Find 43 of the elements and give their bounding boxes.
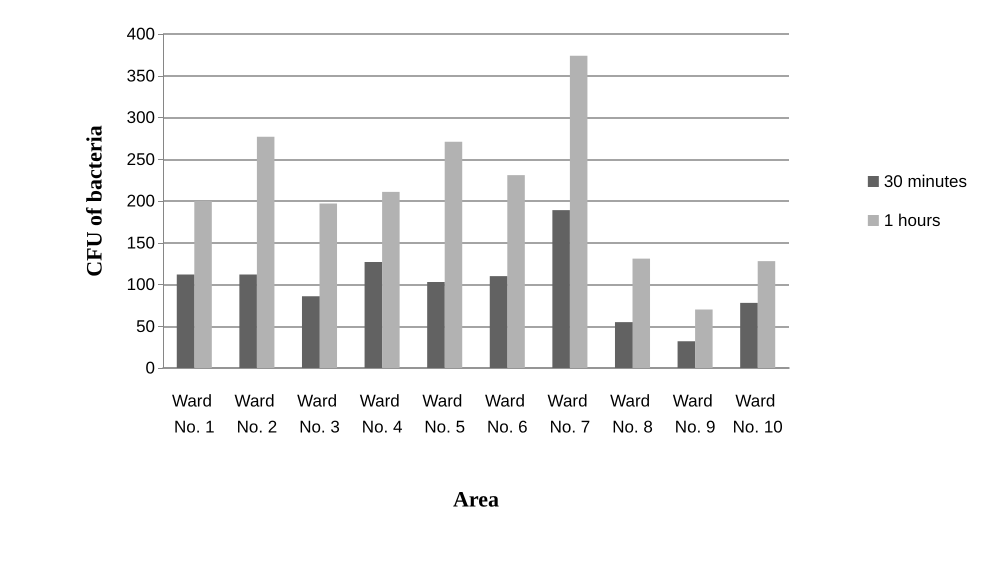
y-tick-label: 250 [126, 150, 155, 169]
x-tick-label: Ward No. 2 [234, 392, 280, 436]
y-tick-label: 50 [136, 316, 155, 336]
y-tick-label: 150 [126, 233, 155, 252]
bar [678, 341, 696, 368]
bar [632, 258, 650, 368]
bar [320, 204, 338, 368]
x-tick-label: Ward No. 4 [360, 392, 404, 436]
bar [176, 274, 194, 368]
x-tick-label: Ward No. 6 [484, 392, 530, 436]
legend-label: 1 hours [884, 211, 941, 230]
y-tick-label: 300 [126, 108, 155, 127]
x-tick-label: Ward No. 7 [548, 392, 592, 436]
y-axis-title: CFU of bacteria [82, 125, 106, 277]
y-tick-label: 400 [126, 24, 155, 44]
x-tick-label: Ward No. 1 [172, 392, 217, 436]
y-tick-label: 0 [146, 358, 155, 378]
y-tick-label: 100 [126, 275, 155, 294]
bar [490, 276, 508, 368]
x-tick-label: Ward No. 9 [672, 392, 718, 436]
bar [570, 56, 588, 368]
bar [552, 210, 570, 368]
y-tick-label: 350 [126, 66, 155, 86]
bar [256, 136, 274, 368]
y-tick-label: 200 [126, 192, 155, 210]
x-tick-label: Ward No. 5 [422, 392, 468, 436]
bar [507, 175, 525, 368]
bar [444, 142, 462, 368]
bar [758, 261, 776, 368]
bar [364, 262, 382, 368]
bar [614, 322, 632, 368]
x-tick-label: Ward No. 8 [610, 392, 655, 436]
bar [194, 201, 212, 368]
x-tick-label: Ward No. 3 [297, 392, 342, 436]
x-axis-title: Area [452, 486, 500, 512]
bar [427, 282, 445, 368]
bar [239, 274, 257, 368]
legend-label: 30 minutes [884, 172, 968, 191]
bar [695, 310, 713, 368]
x-tick-label: Ward No. 10 [732, 392, 783, 436]
bar [382, 192, 400, 368]
bar [302, 296, 320, 368]
bar [740, 302, 758, 368]
